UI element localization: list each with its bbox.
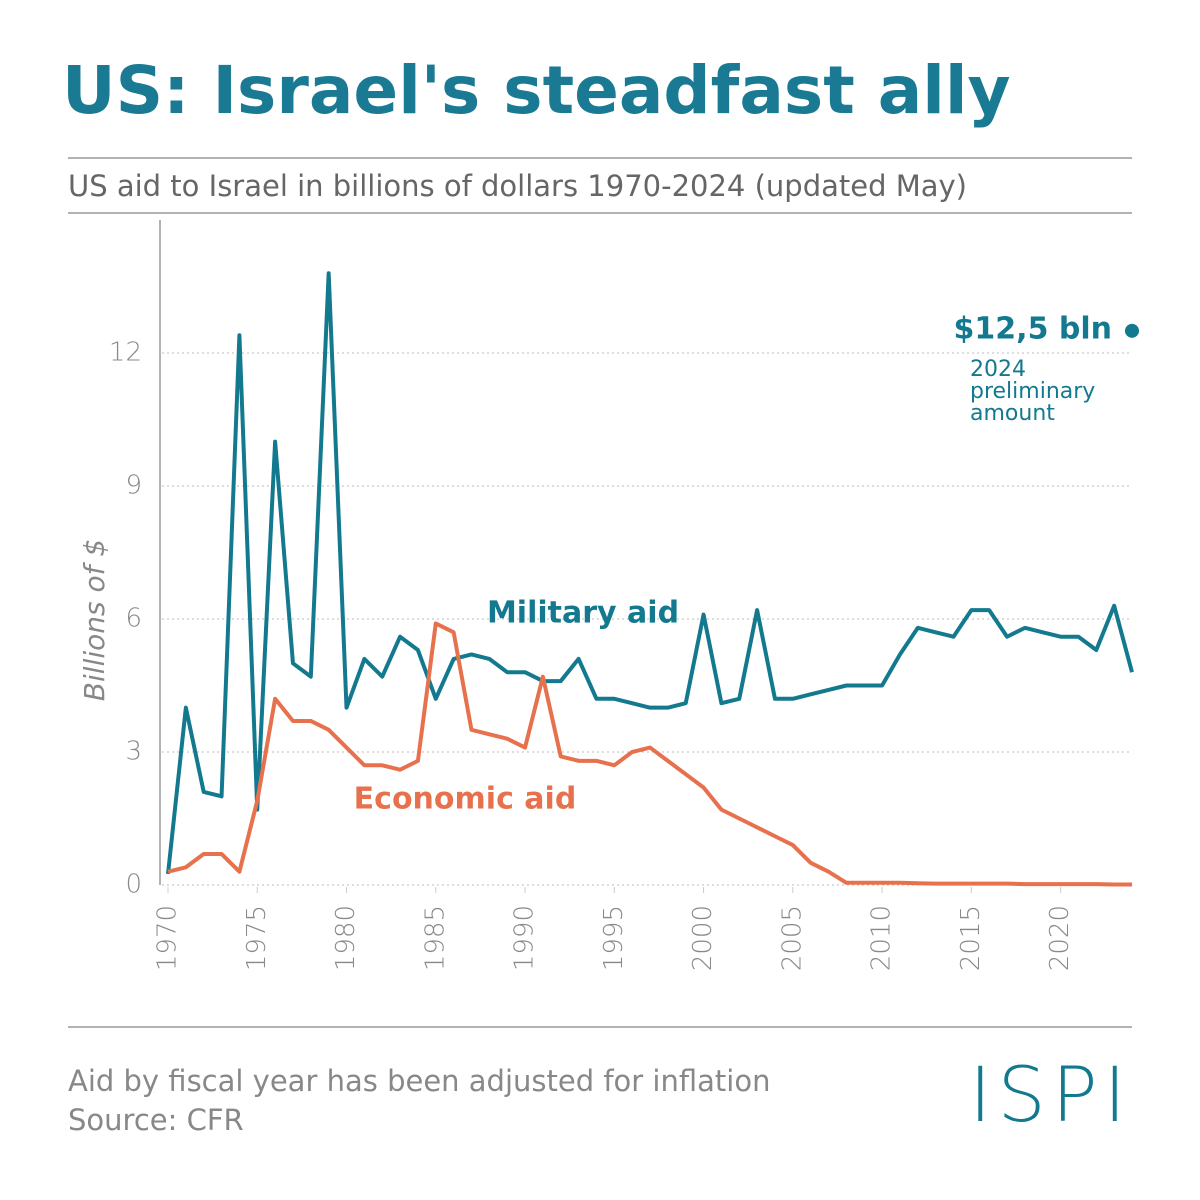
y-tick-label: 0 <box>125 870 142 900</box>
x-tick-label: 2010 <box>867 905 897 971</box>
x-tick-label: 1985 <box>420 905 450 971</box>
y-tick-label: 3 <box>125 737 142 767</box>
x-tick-label: 1990 <box>510 905 540 971</box>
x-tick-label: 1995 <box>599 905 629 971</box>
series-label: Economic aid <box>354 782 577 817</box>
endpoint-note: amount <box>970 401 1055 426</box>
x-tick-label: 2020 <box>1045 905 1075 971</box>
line-series <box>167 621 1132 887</box>
footnote: Aid by fiscal year has been adjusted for… <box>68 1064 770 1098</box>
chart-title: US: Israel's steadfast ally <box>62 52 1011 129</box>
y-tick-label: 12 <box>109 338 142 368</box>
line-series <box>166 271 1134 875</box>
x-tick-label: 1970 <box>153 905 183 971</box>
series-label: Military aid <box>487 596 679 631</box>
y-axis-label: Billions of $ <box>78 539 111 701</box>
y-tick-label: 6 <box>125 604 142 634</box>
endpoint-dot <box>1125 323 1139 338</box>
endpoint-label: $12,5 bln <box>954 312 1112 347</box>
endpoint-note: preliminary <box>970 379 1095 404</box>
source: Source: CFR <box>68 1103 244 1137</box>
logo: ISPI <box>969 1050 1132 1139</box>
y-tick-label: 9 <box>125 471 142 501</box>
x-tick-label: 1980 <box>331 905 361 971</box>
subtitle: US aid to Israel in billions of dollars … <box>68 169 967 203</box>
endpoint-note: 2024 <box>970 357 1026 382</box>
x-tick-label: 2005 <box>777 905 807 971</box>
x-tick-label: 2000 <box>688 905 718 971</box>
x-tick-label: 2015 <box>956 905 986 971</box>
x-tick-label: 1975 <box>242 905 272 971</box>
